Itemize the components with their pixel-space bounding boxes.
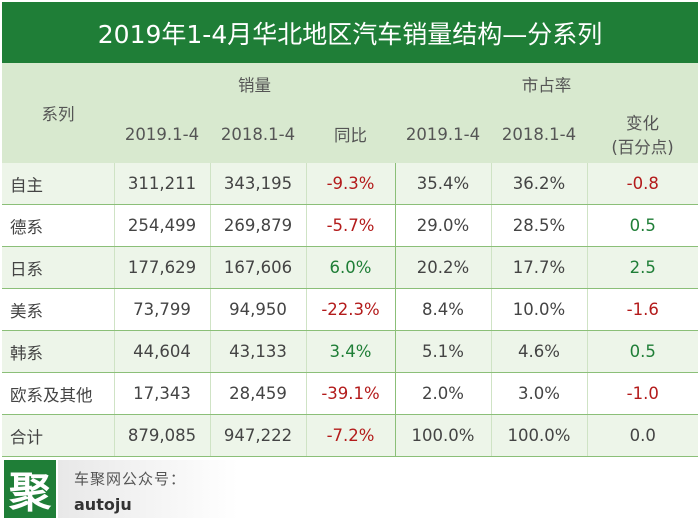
row-name: 合计	[2, 414, 115, 457]
header-share-2018: 2018.1-4	[491, 105, 587, 163]
footer: 聚 车聚网公众号： autoju	[2, 460, 698, 527]
row-name: 美系	[2, 288, 115, 331]
row-yoy: -7.2%	[306, 414, 396, 457]
logo-char: 聚	[8, 467, 51, 517]
table-header-row-1: 系列 销量 市占率	[2, 63, 698, 163]
table-row: 日系 177,629 167,606 6.0% 20.2% 17.7% 2.5	[2, 246, 698, 289]
row-change: 2.5	[587, 246, 698, 289]
row-yoy: -22.3%	[306, 288, 396, 331]
header-sales-2019: 2019.1-4	[114, 105, 210, 163]
row-share-2019: 8.4%	[395, 288, 492, 331]
row-share-2019: 20.2%	[395, 246, 492, 289]
row-sales-2019: 254,499	[114, 204, 211, 247]
row-change: 0.0	[587, 414, 698, 457]
row-name: 自主	[2, 163, 115, 205]
row-yoy: 6.0%	[306, 246, 396, 289]
table-row: 德系 254,499 269,879 -5.7% 29.0% 28.5% 0.5	[2, 204, 698, 247]
header-series: 系列	[2, 63, 114, 163]
header-sales-group: 销量	[114, 63, 395, 105]
row-yoy: -9.3%	[306, 163, 396, 205]
row-sales-2019: 17,343	[114, 372, 211, 415]
row-change: 0.5	[587, 330, 698, 373]
row-share-2018: 10.0%	[491, 288, 588, 331]
table-row: 韩系 44,604 43,133 3.4% 5.1% 4.6% 0.5	[2, 330, 698, 373]
header-sales-2018: 2018.1-4	[210, 105, 306, 163]
row-sales-2019: 177,629	[114, 246, 211, 289]
row-sales-2019: 73,799	[114, 288, 211, 331]
row-share-2019: 5.1%	[395, 330, 492, 373]
row-yoy: -39.1%	[306, 372, 396, 415]
row-name: 德系	[2, 204, 115, 247]
page-title: 2019年1-4月华北地区汽车销量结构—分系列	[2, 2, 698, 63]
table-header-row-2: 2019.1-4 2018.1-4 同比 2019.1-4 2018.1-4 变…	[2, 105, 698, 163]
table-row: 合计 879,085 947,222 -7.2% 100.0% 100.0% 0.0	[2, 414, 698, 457]
row-share-2019: 100.0%	[395, 414, 492, 457]
sales-table: 系列 销量 市占率 2019.1-4 2018.1-4 同比 2019.1-4 …	[2, 63, 698, 457]
header-share-2019: 2019.1-4	[395, 105, 491, 163]
header-change-unit: (百分点)	[611, 138, 674, 157]
table-body: 自主 311,211 343,195 -9.3% 35.4% 36.2% -0.8 德系 254…	[2, 163, 698, 457]
row-sales-2019: 44,604	[114, 330, 211, 373]
row-share-2018: 4.6%	[491, 330, 588, 373]
row-sales-2018: 343,195	[210, 163, 307, 205]
header-change: 变化 (百分点)	[587, 105, 698, 163]
footer-handle: autoju	[74, 495, 132, 514]
header-yoy: 同比	[306, 105, 395, 163]
row-yoy: -5.7%	[306, 204, 396, 247]
row-share-2018: 17.7%	[491, 246, 588, 289]
footer-fade	[58, 460, 238, 518]
row-sales-2018: 167,606	[210, 246, 307, 289]
footer-label: 车聚网公众号：	[74, 470, 187, 488]
row-share-2019: 29.0%	[395, 204, 492, 247]
row-sales-2018: 269,879	[210, 204, 307, 247]
row-sales-2018: 947,222	[210, 414, 307, 457]
row-sales-2018: 94,950	[210, 288, 307, 331]
row-share-2018: 3.0%	[491, 372, 588, 415]
row-share-2019: 2.0%	[395, 372, 492, 415]
row-share-2018: 28.5%	[491, 204, 588, 247]
row-name: 欧系及其他	[2, 372, 115, 415]
row-sales-2018: 43,133	[210, 330, 307, 373]
logo-icon: 聚	[4, 460, 56, 518]
row-share-2019: 35.4%	[395, 163, 492, 205]
table-row: 自主 311,211 343,195 -9.3% 35.4% 36.2% -0.8	[2, 163, 698, 205]
row-change: -0.8	[587, 163, 698, 205]
row-change: -1.6	[587, 288, 698, 331]
row-sales-2019: 311,211	[114, 163, 211, 205]
header-change-label: 变化	[626, 114, 659, 133]
row-name: 韩系	[2, 330, 115, 373]
footer-text: 车聚网公众号： autoju	[74, 468, 186, 514]
table-row: 美系 73,799 94,950 -22.3% 8.4% 10.0% -1.6	[2, 288, 698, 331]
row-yoy: 3.4%	[306, 330, 396, 373]
row-name: 日系	[2, 246, 115, 289]
row-sales-2018: 28,459	[210, 372, 307, 415]
row-share-2018: 36.2%	[491, 163, 588, 205]
row-sales-2019: 879,085	[114, 414, 211, 457]
table-row: 欧系及其他 17,343 28,459 -39.1% 2.0% 3.0% -1.0	[2, 372, 698, 415]
header-share-group: 市占率	[395, 63, 698, 105]
row-share-2018: 100.0%	[491, 414, 588, 457]
row-change: -1.0	[587, 372, 698, 415]
row-change: 0.5	[587, 204, 698, 247]
